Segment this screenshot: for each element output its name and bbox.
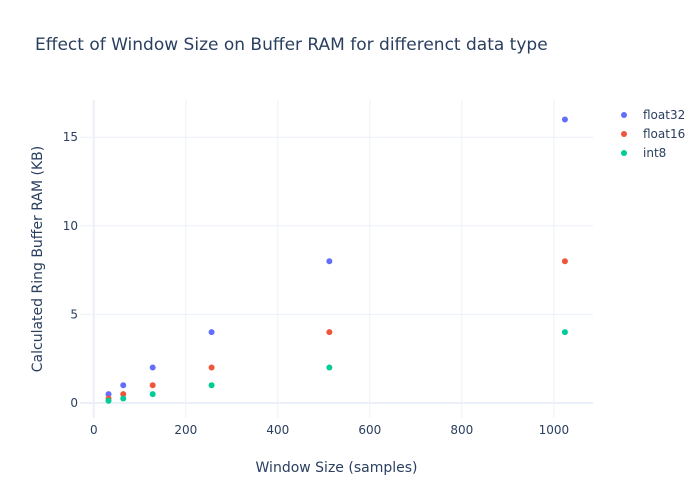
point-int8 <box>120 395 127 402</box>
point-int8 <box>105 397 112 404</box>
y-axis-title: Calculated Ring Buffer RAM (KB) <box>30 146 46 372</box>
x-tick-label: 1000 <box>539 423 570 437</box>
y-tick-label: 10 <box>63 219 78 233</box>
point-float16 <box>149 382 156 389</box>
chart-title: Effect of Window Size on Buffer RAM for … <box>35 35 548 55</box>
x-tick-label: 600 <box>358 423 381 437</box>
point-float32 <box>208 329 215 336</box>
point-float32 <box>149 364 156 371</box>
point-float16 <box>120 391 127 398</box>
data-points <box>105 116 568 404</box>
y-tick-label: 0 <box>70 396 78 410</box>
point-float32 <box>326 258 333 265</box>
x-axis-title: Window Size (samples) <box>256 460 418 476</box>
legend-label-int8: int8 <box>643 146 666 160</box>
x-tick-label: 0 <box>90 423 98 437</box>
legend-marker-int8 <box>621 150 627 156</box>
axis-ticks: 0 200 400 600 800 1000 0 5 10 15 <box>63 130 569 437</box>
point-float32 <box>561 116 568 123</box>
legend: float32 float16 int8 <box>621 108 685 160</box>
y-tick-label: 15 <box>63 130 78 144</box>
point-int8 <box>326 364 333 371</box>
point-int8 <box>208 382 215 389</box>
point-float32 <box>105 391 112 398</box>
y-tick-label: 5 <box>70 307 78 321</box>
legend-label-float32: float32 <box>643 108 685 122</box>
legend-label-float16: float16 <box>643 127 685 141</box>
x-tick-label: 200 <box>174 423 197 437</box>
point-float16 <box>326 329 333 336</box>
grid <box>80 100 593 418</box>
point-float16 <box>208 364 215 371</box>
point-float32 <box>120 382 127 389</box>
x-tick-label: 800 <box>450 423 473 437</box>
point-int8 <box>149 391 156 398</box>
x-tick-label: 400 <box>266 423 289 437</box>
point-int8 <box>561 329 568 336</box>
legend-marker-float16 <box>621 131 627 137</box>
legend-marker-float32 <box>621 112 627 118</box>
point-float16 <box>561 258 568 265</box>
